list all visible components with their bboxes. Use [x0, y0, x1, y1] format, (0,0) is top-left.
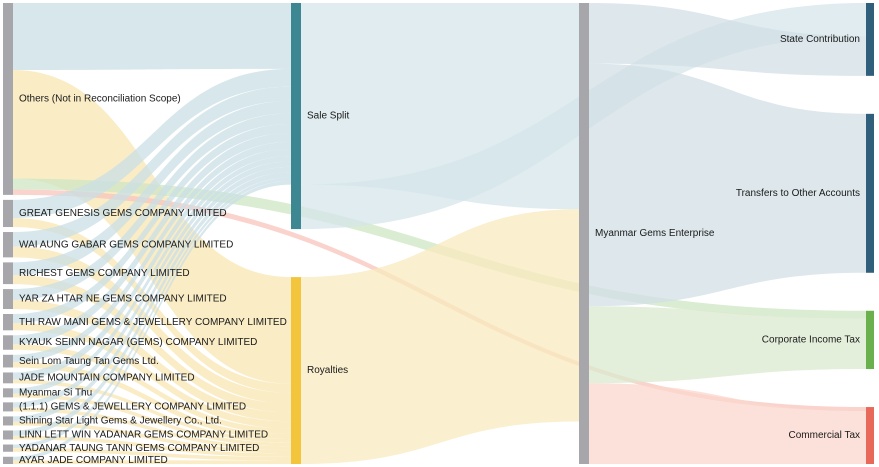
- node-myanmar-si-thu[interactable]: [3, 388, 13, 398]
- node-label-yadanar-taung-tann: YADANAR TAUNG TANN GEMS COMPANY LIMITED: [19, 443, 259, 454]
- flow-wai-aung-gabar-to-royalties[interactable]: [13, 246, 291, 404]
- node-cit[interactable]: [866, 310, 874, 370]
- flow-ayar-jade-to-royalties[interactable]: [13, 460, 291, 464]
- node-others[interactable]: [3, 3, 13, 195]
- node-wai-aung-gabar[interactable]: [3, 232, 13, 258]
- flow-linn-lett-win-to-royalties[interactable]: [13, 435, 291, 457]
- node-label-myanmar-si-thu: Myanmar Si Thu: [19, 387, 92, 398]
- node-label-mge: Myanmar Gems Enterprise: [595, 228, 715, 239]
- node-thi-raw-mani[interactable]: [3, 314, 13, 331]
- flow-myanmar-si-thu-to-royalties[interactable]: [13, 393, 291, 447]
- flow-myanmar-si-thu-to-sale-split[interactable]: [13, 156, 291, 394]
- flow-wai-aung-gabar-to-sale-split[interactable]: [13, 86, 291, 247]
- node-label-sein-lom: Sein Lom Taung Tan Gems Ltd.: [19, 356, 159, 367]
- flow-kyauk-seinn-nagar-to-royalties[interactable]: [13, 344, 291, 434]
- node-layer: [3, 3, 874, 464]
- node-yadanar-taung-tann[interactable]: [3, 444, 13, 452]
- node-label-great-genesis: GREAT GENESIS GEMS COMPANY LIMITED: [19, 208, 227, 219]
- node-label-ayar-jade: AYAR JADE COMPANY LIMITED: [19, 455, 168, 466]
- node-state-contribution[interactable]: [866, 3, 874, 76]
- flow-sein-lom-to-sale-split[interactable]: [13, 141, 291, 363]
- flow-yadanar-taung-tann-to-royalties[interactable]: [13, 448, 291, 461]
- flow-shining-star-to-sale-split[interactable]: [13, 166, 291, 422]
- node-label-others: Others (Not in Reconciliation Scope): [19, 94, 181, 105]
- label-layer: Others (Not in Reconciliation Scope) GREA…: [19, 34, 860, 466]
- flow-mge-to-commercial-tax[interactable]: [589, 383, 866, 464]
- node-ayar-jade[interactable]: [3, 456, 13, 464]
- node-mge[interactable]: [579, 3, 589, 464]
- node-label-royalties: Royalties: [307, 365, 348, 376]
- node-label-sale-split: Sale Split: [307, 111, 349, 122]
- flow-richest-gems-to-royalties[interactable]: [13, 275, 291, 413]
- node-commercial-tax[interactable]: [866, 407, 874, 464]
- flow-shining-star-to-royalties[interactable]: [13, 421, 291, 454]
- link-layer: [13, 3, 866, 464]
- flow-kyauk-seinn-nagar-to-sale-split[interactable]: [13, 132, 291, 345]
- node-label-linn-lett-win: LINN LETT WIN YADANAR GEMS COMPANY LIMIT…: [19, 430, 268, 441]
- flow-great-genesis-to-sale-split[interactable]: [13, 68, 291, 218]
- node-kyauk-seinn-nagar[interactable]: [3, 335, 13, 350]
- node-label-cit: Corporate Income Tax: [762, 335, 860, 346]
- node-label-transfers: Transfers to Other Accounts: [736, 188, 860, 199]
- flow-mge-to-transfers[interactable]: [589, 63, 866, 307]
- node-sein-lom[interactable]: [3, 354, 13, 368]
- node-richest-gems[interactable]: [3, 262, 13, 285]
- node-one-one-one[interactable]: [3, 402, 13, 412]
- node-yar-za-htar-ne[interactable]: [3, 289, 13, 310]
- flow-richest-gems-to-sale-split[interactable]: [13, 100, 291, 276]
- node-label-kyauk-seinn-nagar: KYAUK SEINN NAGAR (GEMS) COMPANY LIMITED: [19, 337, 257, 348]
- flow-mge-to-cit[interactable]: [589, 306, 866, 384]
- flow-yadanar-taung-tann-to-sale-split[interactable]: [13, 177, 291, 449]
- flow-thi-raw-mani-to-royalties[interactable]: [13, 323, 291, 429]
- flow-one-one-one-to-royalties[interactable]: [13, 407, 291, 450]
- flow-jade-mountain-to-royalties[interactable]: [13, 379, 291, 443]
- node-label-thi-raw-mani: THI RAW MANI GEMS & JEWELLERY COMPANY LI…: [19, 317, 287, 328]
- node-label-jade-mountain: JADE MOUNTAIN COMPANY LIMITED: [19, 373, 195, 384]
- node-label-shining-star: Shining Star Light Gems & Jewellery Co.,…: [19, 416, 222, 427]
- flow-thi-raw-mani-to-sale-split[interactable]: [13, 124, 291, 324]
- flow-ayar-jade-to-sale-split[interactable]: [13, 181, 291, 461]
- node-jade-mountain[interactable]: [3, 372, 13, 384]
- node-label-commercial-tax: Commercial Tax: [789, 430, 861, 441]
- flow-jade-mountain-to-sale-split[interactable]: [13, 148, 291, 380]
- node-label-state-contribution: State Contribution: [780, 34, 860, 45]
- node-label-richest-gems: RICHEST GEMS COMPANY LIMITED: [19, 268, 190, 279]
- node-label-one-one-one: (1.1.1) GEMS & JEWELLERY COMPANY LIMITED: [19, 402, 246, 413]
- flow-linn-lett-win-to-sale-split[interactable]: [13, 172, 291, 436]
- node-label-yar-za-htar-ne: YAR ZA HTAR NE GEMS COMPANY LIMITED: [19, 294, 227, 305]
- flow-yar-za-htar-ne-to-royalties[interactable]: [13, 299, 291, 422]
- node-shining-star[interactable]: [3, 416, 13, 426]
- flow-sein-lom-to-royalties[interactable]: [13, 362, 291, 440]
- node-sale-split[interactable]: [291, 3, 301, 230]
- node-linn-lett-win[interactable]: [3, 430, 13, 440]
- flow-mge-to-state-contribution[interactable]: [589, 3, 866, 76]
- node-transfers[interactable]: [866, 113, 874, 273]
- flow-others-to-sale-split[interactable]: [13, 3, 291, 70]
- flow-one-one-one-to-sale-split[interactable]: [13, 161, 291, 408]
- node-great-genesis[interactable]: [3, 199, 13, 228]
- flow-royalties-to-mge[interactable]: [301, 209, 579, 464]
- node-royalties[interactable]: [291, 277, 301, 464]
- node-label-wai-aung-gabar: WAI AUNG GABAR GEMS COMPANY LIMITED: [19, 239, 233, 250]
- flow-yar-za-htar-ne-to-sale-split[interactable]: [13, 113, 291, 300]
